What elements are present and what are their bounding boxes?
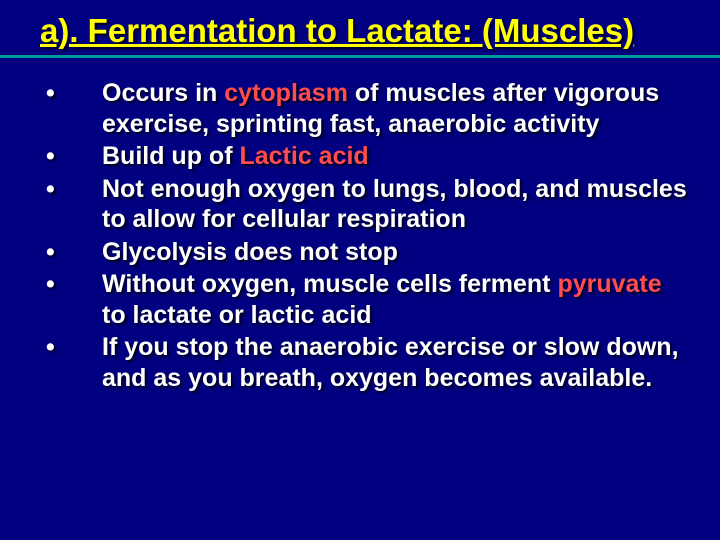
list-item: • Occurs in cytoplasm of muscles after v… bbox=[40, 78, 690, 139]
title-divider bbox=[0, 55, 720, 58]
bullet-icon: • bbox=[40, 332, 102, 393]
list-item: • Build up of Lactic acid bbox=[40, 141, 690, 172]
bullet-icon: • bbox=[40, 237, 102, 268]
bullet-text: Build up of Lactic acid bbox=[102, 141, 690, 172]
bullet-text: Not enough oxygen to lungs, blood, and m… bbox=[102, 174, 690, 235]
bullet-icon: • bbox=[40, 141, 102, 172]
list-item: • If you stop the anaerobic exercise or … bbox=[40, 332, 690, 393]
list-item: • Glycolysis does not stop bbox=[40, 237, 690, 268]
bullet-list: • Occurs in cytoplasm of muscles after v… bbox=[40, 78, 690, 393]
bullet-text: Glycolysis does not stop bbox=[102, 237, 690, 268]
bullet-text: Without oxygen, muscle cells ferment pyr… bbox=[102, 269, 690, 330]
bullet-text: If you stop the anaerobic exercise or sl… bbox=[102, 332, 690, 393]
bullet-icon: • bbox=[40, 174, 102, 235]
list-item: • Not enough oxygen to lungs, blood, and… bbox=[40, 174, 690, 235]
slide-title: a). Fermentation to Lactate: (Muscles) bbox=[40, 10, 690, 51]
slide: a). Fermentation to Lactate: (Muscles) •… bbox=[0, 0, 720, 540]
bullet-icon: • bbox=[40, 78, 102, 139]
list-item: • Without oxygen, muscle cells ferment p… bbox=[40, 269, 690, 330]
bullet-text: Occurs in cytoplasm of muscles after vig… bbox=[102, 78, 690, 139]
bullet-icon: • bbox=[40, 269, 102, 330]
